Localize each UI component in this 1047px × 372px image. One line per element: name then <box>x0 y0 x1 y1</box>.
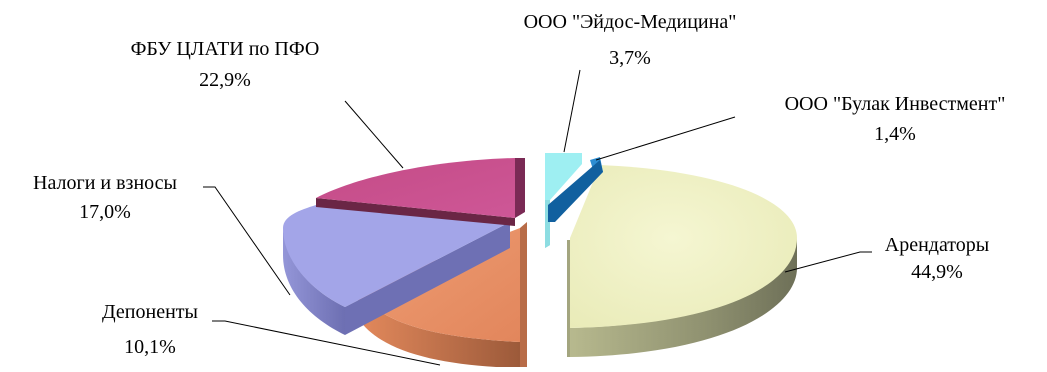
slice-eidos-top <box>545 153 582 200</box>
label-fbu-name: ФБУ ЦЛАТИ по ПФО <box>131 38 320 60</box>
slice-arendatory-inner <box>567 240 570 357</box>
label-fbu-value: 22,9% <box>199 69 251 91</box>
leader-line-arendatory <box>784 251 872 273</box>
slice-arendatory <box>567 165 797 357</box>
slice-fbu-side <box>316 198 515 226</box>
label-eidos-value: 3,7% <box>609 47 651 69</box>
slice-nalogi-inner <box>345 222 510 335</box>
slice-bulak-side <box>548 160 603 222</box>
label-bulak-name: ООО "Булак Инвестмент" <box>785 93 1006 115</box>
slice-fbu-inner <box>515 158 525 218</box>
leader-line-nalogi <box>203 186 291 296</box>
label-bulak-value: 1,4% <box>874 123 916 145</box>
slice-nalogi <box>283 205 510 335</box>
slice-fbu-top <box>316 158 515 218</box>
leader-line-bulak <box>595 116 736 161</box>
label-nalogi-name: Налоги и взносы <box>33 172 177 194</box>
leader-line-deponenty <box>212 320 441 366</box>
label-arendatory-name: Арендаторы <box>885 234 989 256</box>
leader-line-fbu <box>344 100 404 169</box>
slice-deponenty-side <box>358 290 520 368</box>
slice-arendatory-top <box>570 165 797 328</box>
slice-nalogi-top <box>283 205 510 307</box>
slice-fbu <box>316 158 525 226</box>
label-eidos-name: ООО "Эйдос-Медицина" <box>524 11 737 33</box>
slice-deponenty-inner <box>520 222 527 368</box>
slice-arendatory-side <box>570 238 797 357</box>
slice-nalogi-side <box>283 225 345 335</box>
slice-bulak <box>548 157 603 222</box>
label-deponenty-value: 10,1% <box>124 336 176 358</box>
label-deponenty-name: Депоненты <box>102 301 198 323</box>
label-nalogi-value: 17,0% <box>79 201 131 223</box>
leader-line-eidos <box>563 69 581 153</box>
label-arendatory-value: 44,9% <box>911 261 963 283</box>
